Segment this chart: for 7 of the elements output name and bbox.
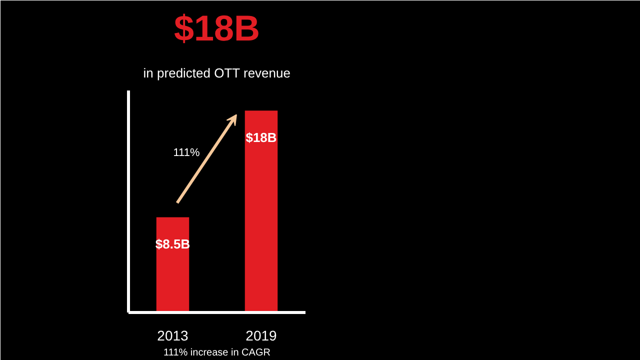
chart-title: $18B <box>174 8 260 48</box>
chart-subtitle: in predicted OTT revenue <box>143 66 290 80</box>
data-label: $18B <box>246 130 277 146</box>
text: 111% increase in CAGR <box>164 348 270 358</box>
x-tick-label: 2019 <box>246 328 278 344</box>
x-tick-label: 2013 <box>157 328 189 344</box>
annotation: 111% <box>173 146 200 159</box>
